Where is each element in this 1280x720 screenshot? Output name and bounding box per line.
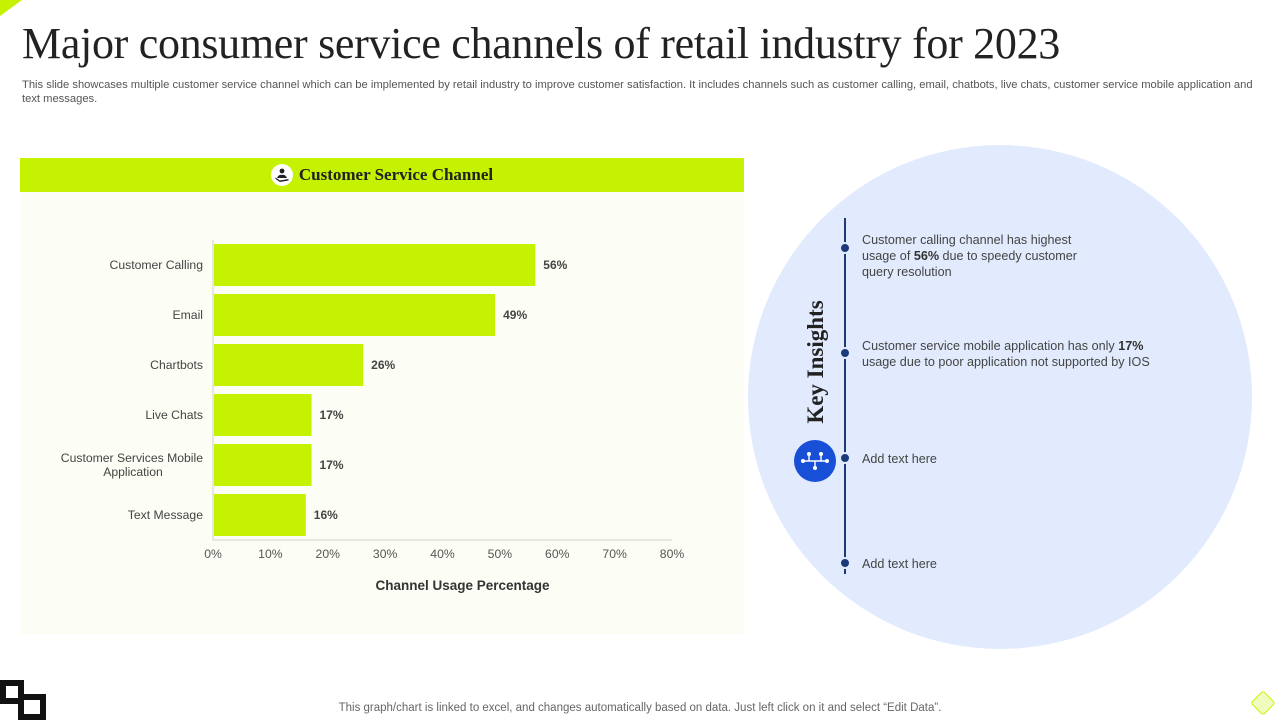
data-label: 16% (314, 508, 338, 522)
bar[interactable] (214, 294, 496, 336)
key-insights-heading: Key Insights (803, 300, 828, 424)
customer-service-icon (270, 164, 293, 186)
bar-chart[interactable]: 56% Customer Calling 49% Email 26% Chartbots 1… (20, 192, 744, 634)
x-tick-label: 10% (258, 547, 283, 561)
insight-text-after: usage due to poor application not suppor… (862, 355, 1150, 369)
data-label: 56% (543, 258, 567, 272)
bar[interactable] (214, 444, 312, 486)
category-label: Customer Calling (110, 258, 203, 272)
insight-item-2: Customer service mobile application has … (862, 338, 1172, 370)
chart-header-title: Customer Service Channel (298, 165, 494, 184)
x-tick-label: 30% (373, 547, 398, 561)
x-tick-label: 20% (316, 547, 341, 561)
timeline-dot (839, 242, 851, 254)
data-label: 17% (320, 408, 344, 422)
category-label: Text Message (128, 508, 203, 522)
x-axis-title: Channel Usage Percentage (375, 578, 550, 593)
bar[interactable] (214, 244, 536, 286)
insight-text-after: due to speedy customer query resolution (862, 249, 1077, 279)
insight-text-before: Customer calling channel has highest usa… (862, 233, 1072, 263)
timeline-dot (839, 452, 851, 464)
x-tick-label: 40% (430, 547, 455, 561)
insight-text-bold: 56% (913, 249, 940, 263)
x-tick-label: 0% (204, 547, 222, 561)
category-label: Chartbots (150, 358, 203, 372)
x-tick-label: 50% (488, 547, 513, 561)
insights-timeline (844, 218, 846, 574)
insight-item-1: Customer calling channel has highest usa… (862, 232, 1098, 280)
logo-icon (0, 680, 46, 720)
insight-placeholder-text: Add text here (862, 557, 937, 571)
insight-item-3[interactable]: Add text here (862, 451, 1162, 467)
x-tick-label: 60% (545, 547, 570, 561)
insights-circle (748, 145, 1252, 649)
bar[interactable] (214, 494, 306, 536)
timeline-dot (839, 557, 851, 569)
timeline-dot (839, 347, 851, 359)
page-subtitle: This slide showcases multiple customer s… (22, 79, 1253, 105)
category-label: Customer Services Mobile (61, 451, 203, 465)
data-label: 17% (320, 458, 344, 472)
chart-panel[interactable]: Customer Service Channel 56% Customer Cal… (20, 158, 744, 634)
data-label: 26% (371, 358, 395, 372)
x-tick-label: 70% (602, 547, 627, 561)
insight-text-before: Customer service mobile application has … (862, 339, 1119, 353)
corner-accent (0, 0, 22, 16)
x-tick-label: 80% (660, 547, 685, 561)
insight-text-bold: 17% (1118, 339, 1144, 353)
chart-header: Customer Service Channel (20, 158, 744, 192)
network-icon (794, 440, 836, 482)
category-label: Email (173, 308, 203, 322)
insight-placeholder-text: Add text here (862, 452, 937, 466)
category-label: Application (103, 465, 163, 479)
bar[interactable] (214, 394, 312, 436)
footer-note: This graph/chart is linked to excel, and… (338, 702, 942, 714)
bar[interactable] (214, 344, 364, 386)
page-title: Major consumer service channels of retai… (22, 19, 1060, 68)
category-label: Live Chats (145, 408, 203, 422)
data-label: 49% (503, 308, 527, 322)
insight-item-4[interactable]: Add text here (862, 556, 1162, 572)
